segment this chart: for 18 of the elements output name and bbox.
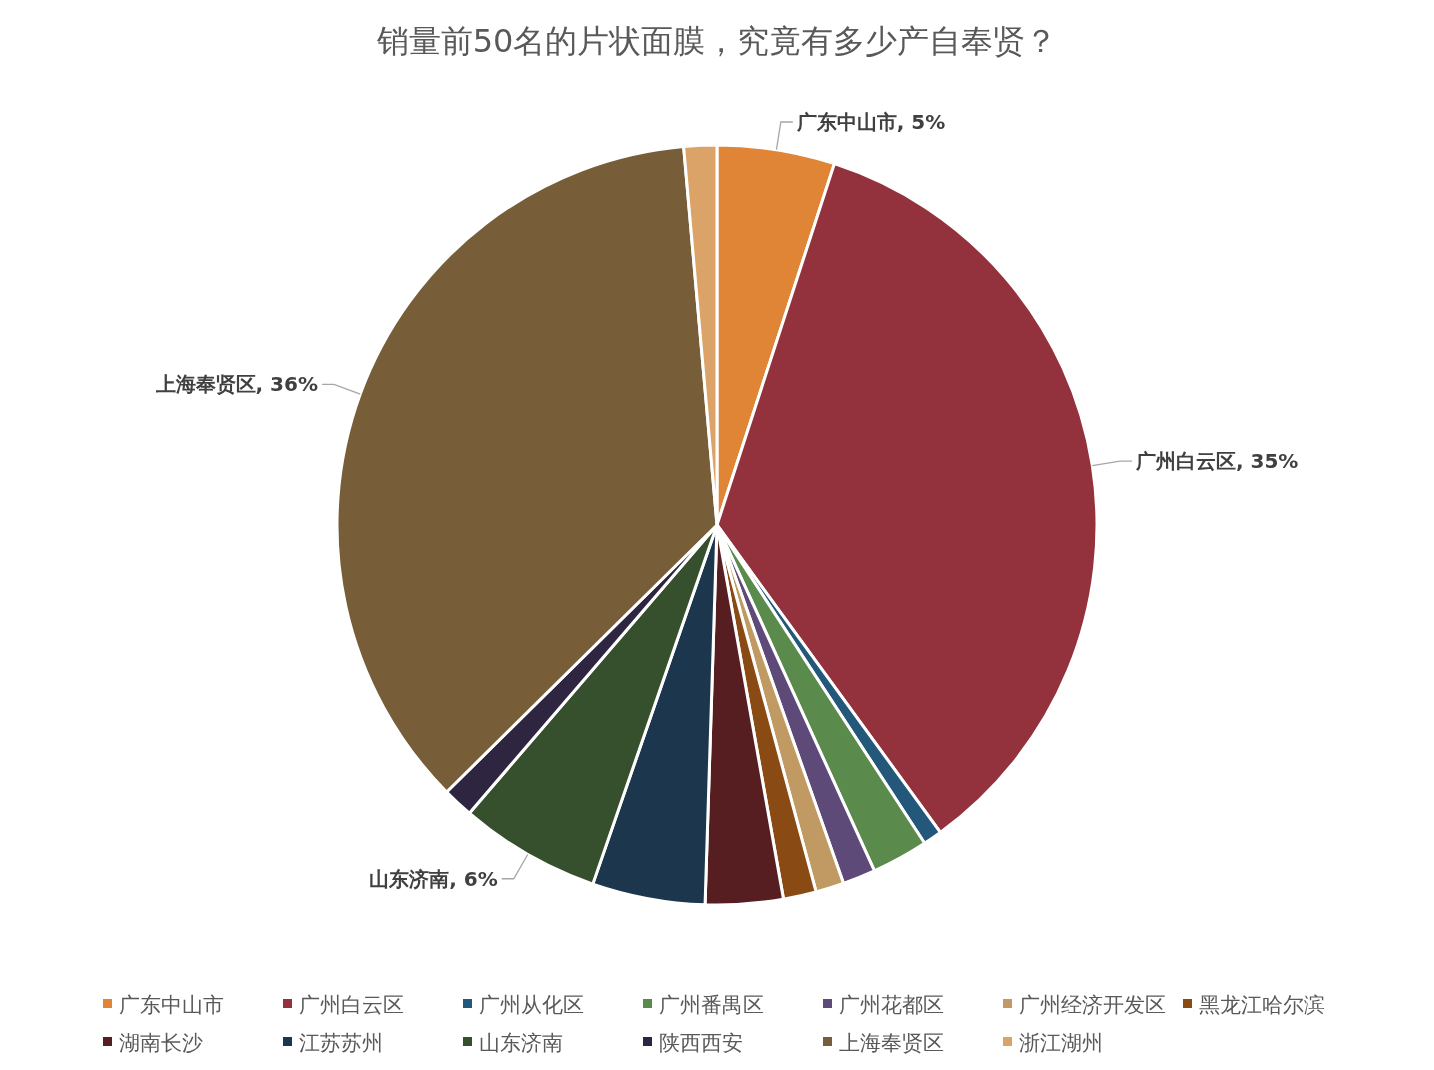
legend-label: 湖南长沙 [119, 1031, 203, 1055]
legend-label: 广州花都区 [839, 993, 944, 1017]
legend-label: 上海奉贤区 [839, 1031, 944, 1055]
legend-label: 浙江湖州 [1019, 1031, 1103, 1055]
legend-label: 广州从化区 [479, 993, 584, 1017]
legend-label: 陕西西安 [659, 1031, 743, 1055]
data-label: 广州白云区, 35% [1134, 449, 1299, 474]
legend-label: 广州经济开发区 [1019, 993, 1166, 1017]
legend-label: 广东中山市 [119, 993, 224, 1017]
data-label: 山东济南, 6% [369, 866, 498, 891]
chart-title: 销量前50名的片状面膜，究竟有多少产自奉贤？ [375, 22, 1058, 60]
legend-label: 江苏苏州 [299, 1031, 383, 1055]
legend-label: 广州番禺区 [659, 993, 764, 1017]
legend-label: 山东济南 [479, 1031, 563, 1055]
data-label: 上海奉贤区, 36% [154, 372, 318, 397]
legend-label: 广州白云区 [299, 993, 404, 1017]
legend-label: 黑龙江哈尔滨 [1199, 993, 1325, 1017]
data-label: 广东中山市, 5% [795, 110, 946, 135]
